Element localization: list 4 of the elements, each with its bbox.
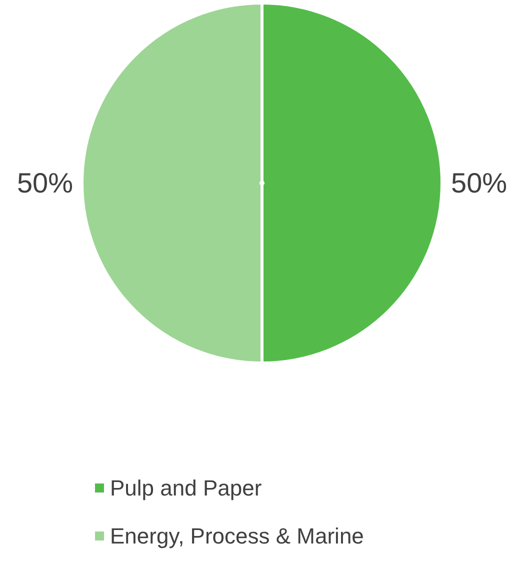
legend-label: Energy, Process & Marine — [110, 524, 364, 548]
data-label: 50% — [451, 168, 508, 198]
data-label: 50% — [16, 168, 73, 198]
legend-label: Pulp and Paper — [110, 476, 262, 500]
